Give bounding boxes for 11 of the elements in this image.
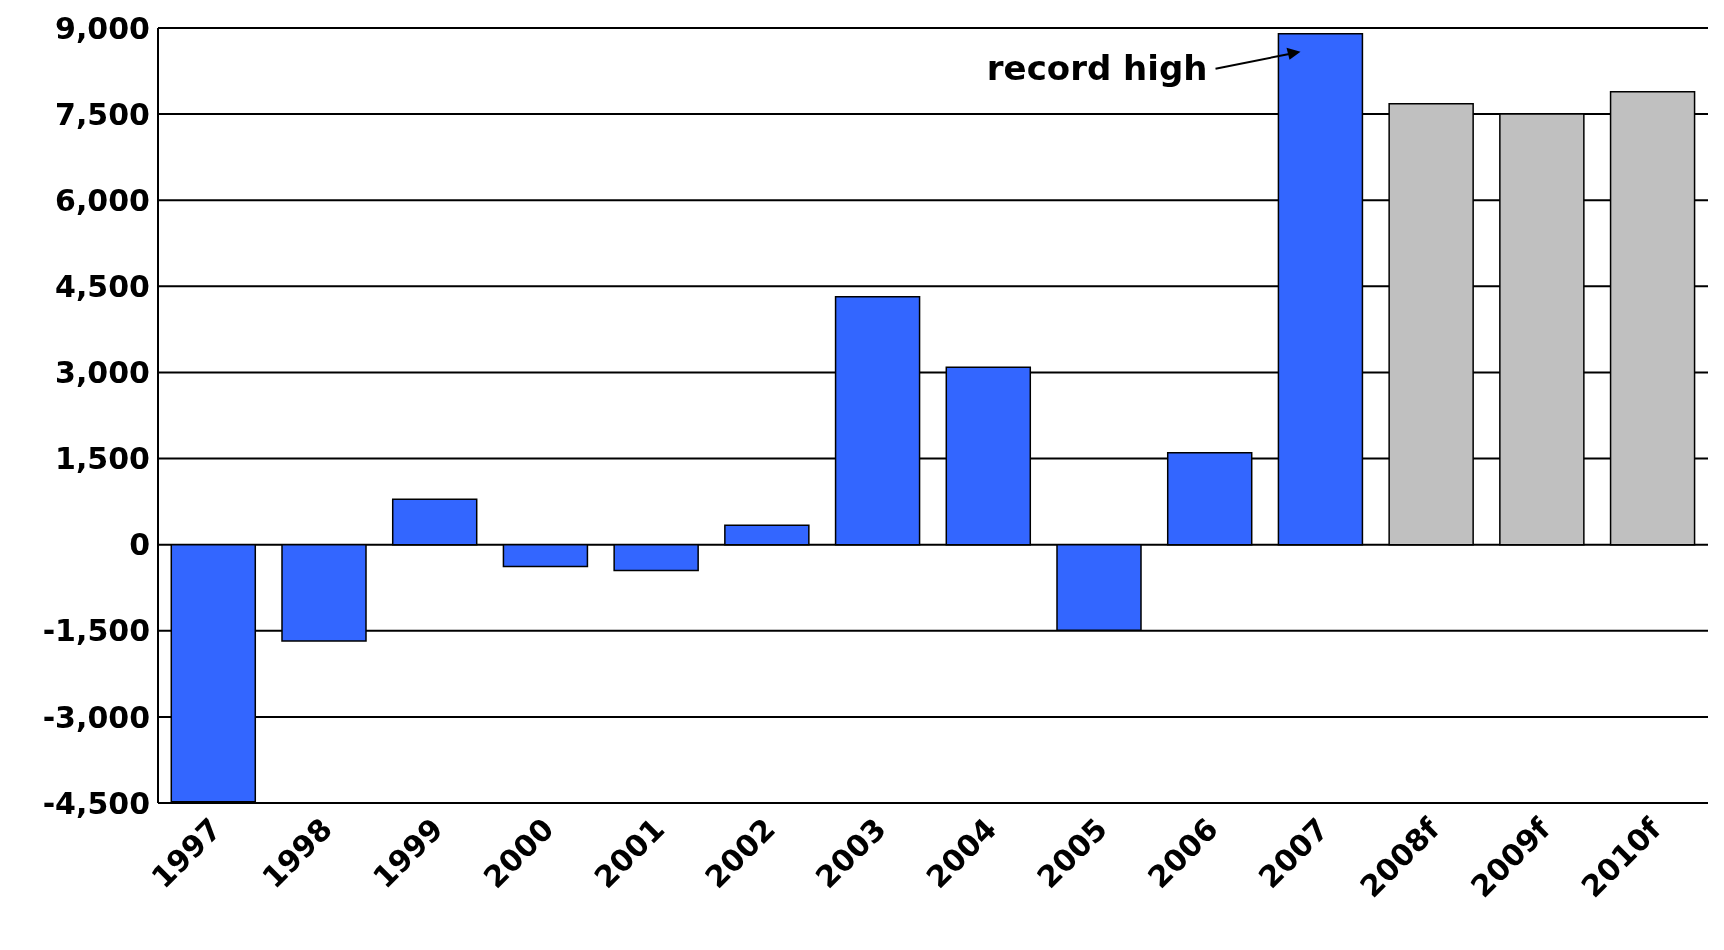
y-tick-label: 6,000 bbox=[55, 182, 150, 218]
y-tick-label: 1,500 bbox=[55, 441, 150, 477]
y-tick-label: 9,000 bbox=[55, 10, 150, 46]
y-tick-label: 4,500 bbox=[55, 268, 150, 304]
y-tick-label: -3,000 bbox=[42, 699, 150, 735]
y-tick-label: 7,500 bbox=[55, 96, 150, 132]
y-tick-label: -4,500 bbox=[42, 785, 150, 821]
annotation: record high bbox=[986, 47, 1208, 88]
y-tick-label: 3,000 bbox=[55, 355, 150, 391]
y-tick-label: 0 bbox=[129, 527, 150, 563]
y-tick-label: -1,500 bbox=[42, 613, 150, 649]
